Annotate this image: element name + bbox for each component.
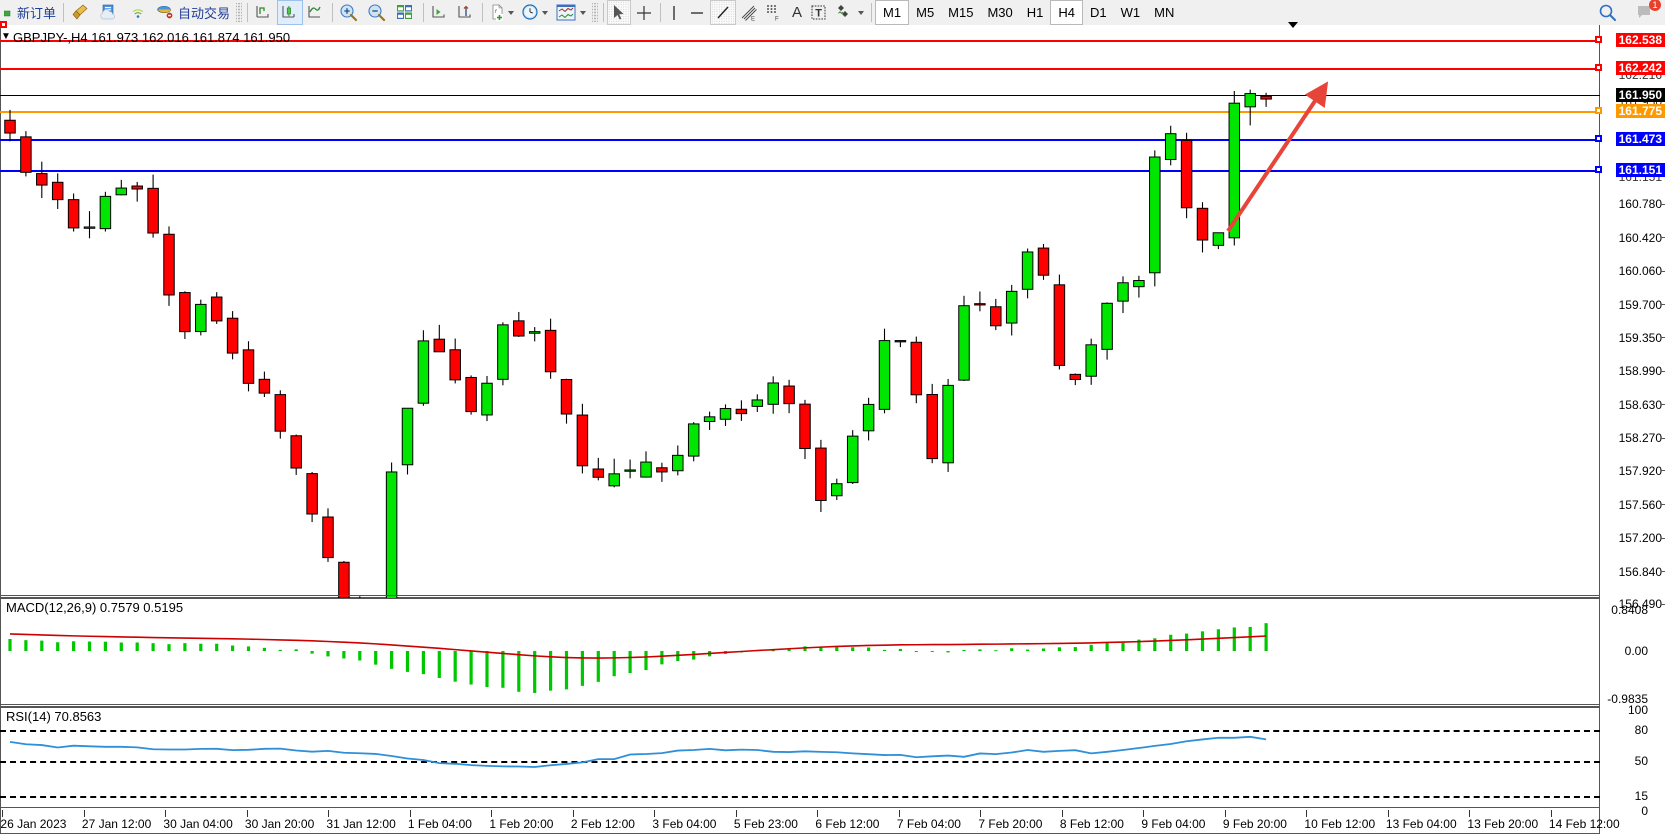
- svg-text:T: T: [815, 7, 822, 19]
- svg-text:E: E: [751, 16, 755, 22]
- svg-text:F: F: [775, 16, 779, 22]
